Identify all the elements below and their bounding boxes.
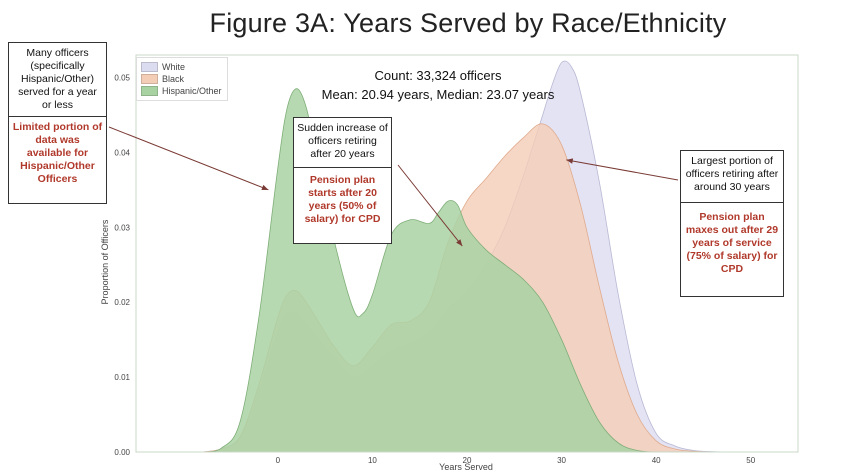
legend-label-hispanic: Hispanic/Other <box>162 86 222 96</box>
y-tick-label: 0.02 <box>114 298 130 307</box>
y-tick-label: 0.01 <box>114 373 130 382</box>
annotation-arrow-line <box>566 159 679 181</box>
y-tick-label: 0.00 <box>114 448 130 457</box>
annotation-divider <box>681 202 783 203</box>
annotation-arrows <box>108 126 679 247</box>
annotation-box-20-years: Sudden increase of officers retiring aft… <box>293 117 392 244</box>
annotation-arrow-head <box>261 184 269 191</box>
x-tick-label: 0 <box>276 456 281 465</box>
legend-item-black: Black <box>141 73 223 85</box>
summary-stats: Count: 33,324 officers Mean: 20.94 years… <box>318 66 558 104</box>
y-tick-label: 0.04 <box>114 148 130 157</box>
x-tick-label: 40 <box>652 456 661 465</box>
annotation-box-30-years: Largest portion of officers retiring aft… <box>680 150 784 297</box>
x-tick-label: 30 <box>557 456 566 465</box>
annotation-text-short-service: Many officers (specifically Hispanic/Oth… <box>18 47 97 111</box>
y-tick-label: 0.05 <box>114 73 130 82</box>
y-axis-ticks: 0.00 0.01 0.02 0.03 0.04 0.05 <box>114 73 130 457</box>
legend: White Black Hispanic/Other <box>136 57 228 101</box>
annotation-highlight-20-years: Pension plan starts after 20 years (50% … <box>304 174 381 225</box>
chart-title: Figure 3A: Years Served by Race/Ethnicit… <box>209 8 727 38</box>
stats-count: Count: 33,324 officers <box>374 68 502 83</box>
legend-swatch-black <box>141 74 158 84</box>
legend-swatch-hispanic <box>141 86 158 96</box>
x-tick-label: 20 <box>463 456 472 465</box>
annotation-box-short-service: Many officers (specifically Hispanic/Oth… <box>8 42 107 204</box>
x-axis-label: Years Served <box>439 462 493 472</box>
stats-mean-median: Mean: 20.94 years, Median: 23.07 years <box>321 87 555 102</box>
legend-label-black: Black <box>162 74 185 84</box>
series-areas <box>202 60 732 453</box>
x-tick-label: 50 <box>746 456 755 465</box>
legend-item-hispanic: Hispanic/Other <box>141 85 223 97</box>
annotation-arrow-head <box>566 158 574 164</box>
annotation-highlight-30-years: Pension plan maxes out after 29 years of… <box>685 211 779 275</box>
annotation-divider <box>9 116 106 117</box>
legend-item-white: White <box>141 61 223 73</box>
annotation-arrow-line <box>397 164 463 247</box>
annotation-text-30-years: Largest portion of officers retiring aft… <box>685 155 779 193</box>
annotation-highlight-short-service: Limited portion of data was available fo… <box>12 121 103 185</box>
legend-label-white: White <box>162 62 186 72</box>
y-axis-label: Proportion of Officers <box>100 219 110 304</box>
y-tick-label: 0.03 <box>114 223 130 232</box>
plot-frame <box>135 54 799 453</box>
annotation-divider <box>294 167 391 168</box>
annotation-arrow-head <box>456 239 463 247</box>
legend-swatch-white <box>141 62 158 72</box>
annotation-arrow-line <box>108 126 269 191</box>
x-tick-label: 10 <box>368 456 377 465</box>
annotation-text-20-years: Sudden increase of officers retiring aft… <box>297 122 388 160</box>
x-axis-ticks: 0 10 20 30 40 50 <box>276 456 756 465</box>
